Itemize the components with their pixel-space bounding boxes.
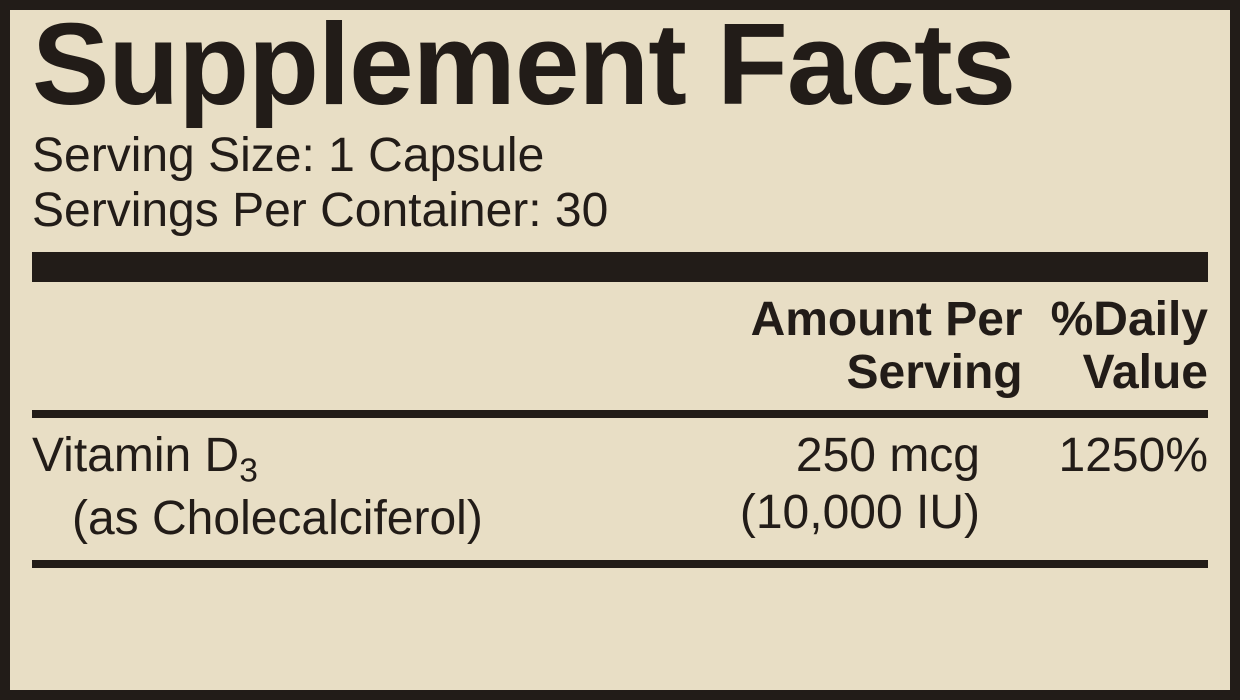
servings-per-container-line: Servings Per Container: 30 <box>32 183 1208 238</box>
divider-thin-lower <box>32 560 1208 568</box>
panel-title: Supplement Facts <box>32 6 1208 122</box>
serving-size-label: Serving Size: <box>32 129 315 182</box>
header-amount-line1: Amount Per <box>751 293 1023 346</box>
serving-size-value: 1 Capsule <box>328 129 544 182</box>
header-dv-line2: Value <box>1083 346 1208 399</box>
header-dv-line1: %Daily <box>1051 293 1208 346</box>
servings-per-container-label: Servings Per Container: <box>32 184 542 237</box>
serving-size-line: Serving Size: 1 Capsule <box>32 128 1208 183</box>
nutrient-amount-line1: 250 mcg <box>796 429 980 482</box>
nutrient-name: Vitamin D3 (as Cholecalciferol) <box>32 428 740 548</box>
header-amount-per-serving: Amount Per Serving <box>751 294 1051 400</box>
column-headers: Amount Per Serving %Daily Value <box>32 294 1208 400</box>
nutrient-name-main: Vitamin D <box>32 429 239 482</box>
header-daily-value: %Daily Value <box>1051 294 1208 400</box>
nutrient-daily-value: 1250% <box>1008 428 1208 548</box>
servings-per-container-value: 30 <box>555 184 608 237</box>
header-amount-line2: Serving <box>847 346 1023 399</box>
divider-thick <box>32 252 1208 282</box>
nutrient-name-subscript: 3 <box>239 453 258 490</box>
nutrient-amount: 250 mcg (10,000 IU) <box>740 428 1008 548</box>
supplement-facts-panel: Supplement Facts Serving Size: 1 Capsule… <box>0 0 1240 700</box>
nutrient-row: Vitamin D3 (as Cholecalciferol) 250 mcg … <box>32 428 1208 548</box>
nutrient-amount-line2: (10,000 IU) <box>740 486 980 539</box>
divider-thin-upper <box>32 410 1208 418</box>
nutrient-dv-value: 1250% <box>1008 428 1208 485</box>
nutrient-name-qualifier: (as Cholecalciferol) <box>32 491 740 548</box>
